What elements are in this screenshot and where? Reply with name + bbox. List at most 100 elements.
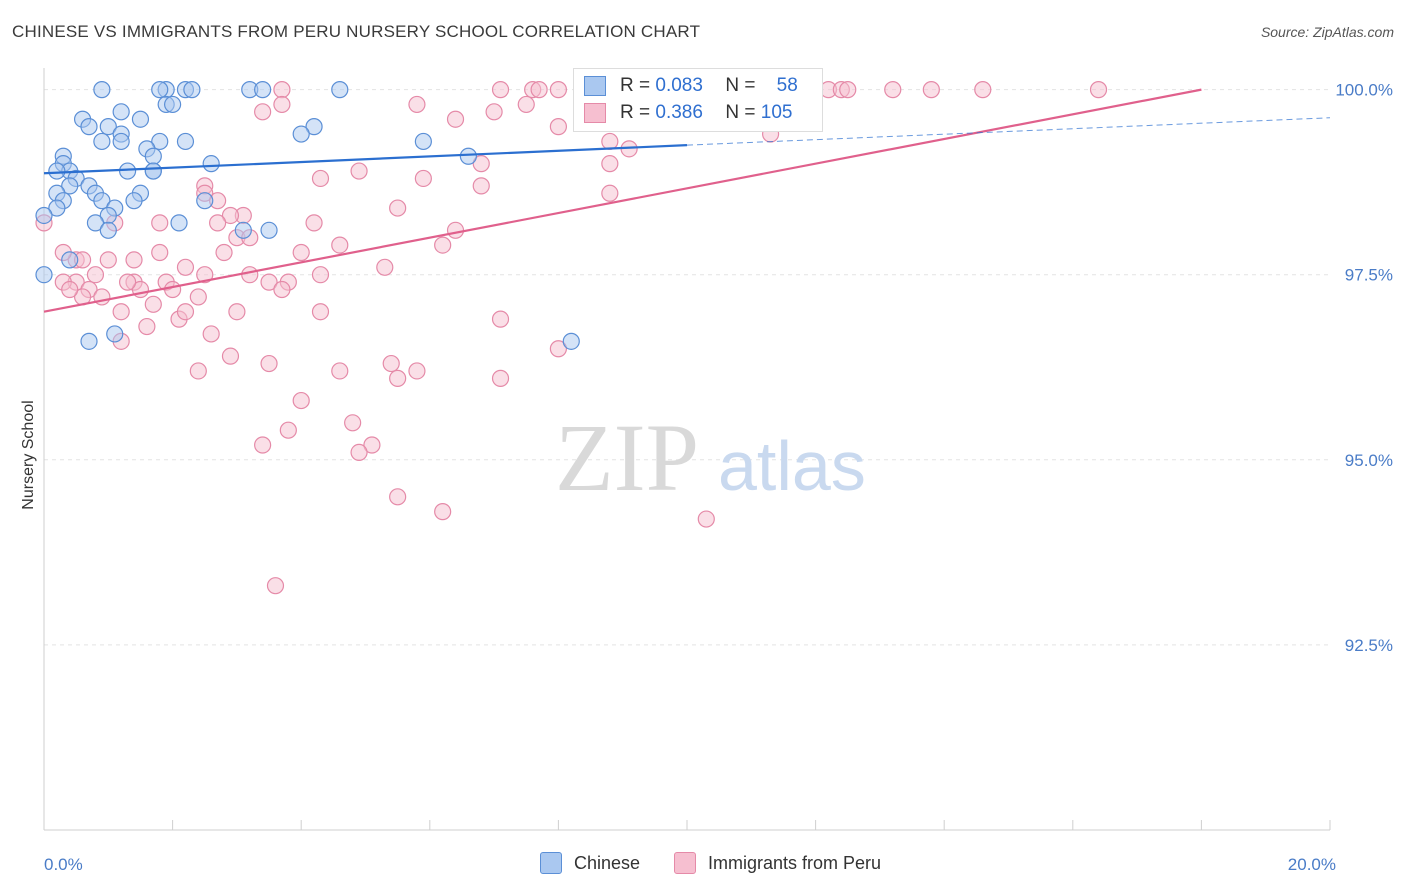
point-chinese xyxy=(254,81,272,99)
point-peru xyxy=(472,177,490,195)
point-peru xyxy=(151,243,169,262)
point-chinese xyxy=(202,155,220,173)
legend-item-chinese[interactable]: Chinese xyxy=(540,852,640,874)
y-tick-label: 97.5% xyxy=(1345,266,1393,285)
point-peru xyxy=(189,362,207,380)
point-peru xyxy=(221,206,240,225)
point-peru xyxy=(254,436,272,454)
point-peru xyxy=(389,488,407,506)
legend-n-label: N = xyxy=(725,75,756,96)
point-chinese xyxy=(234,221,252,239)
legend-swatch-peru xyxy=(674,852,696,874)
point-peru xyxy=(491,310,510,328)
point-peru xyxy=(697,510,715,528)
point-peru xyxy=(601,155,619,173)
point-chinese xyxy=(106,325,124,343)
point-peru xyxy=(974,81,992,99)
point-peru xyxy=(202,325,220,343)
point-peru xyxy=(434,503,452,521)
point-peru xyxy=(517,95,535,114)
point-chinese xyxy=(48,199,66,217)
point-peru xyxy=(1089,81,1108,99)
point-peru xyxy=(215,243,233,262)
point-peru xyxy=(292,391,310,410)
series-peru-points xyxy=(35,81,1108,595)
point-peru xyxy=(530,81,548,99)
point-chinese xyxy=(305,118,323,136)
legend-item-peru[interactable]: Immigrants from Peru xyxy=(674,852,881,874)
watermark-zip: ZIP xyxy=(555,404,699,511)
point-peru xyxy=(99,251,117,269)
watermark: ZIP atlas xyxy=(555,404,866,511)
point-peru xyxy=(839,81,857,99)
point-chinese xyxy=(118,162,137,180)
point-peru xyxy=(350,162,368,180)
point-peru xyxy=(196,266,214,284)
point-peru xyxy=(273,81,291,99)
point-peru xyxy=(305,214,323,232)
point-chinese xyxy=(151,132,169,151)
point-chinese xyxy=(35,266,53,284)
trend-line-chinese-extension xyxy=(686,117,1331,146)
point-peru xyxy=(125,251,143,269)
point-chinese xyxy=(144,147,162,165)
point-chinese xyxy=(86,214,105,232)
point-peru xyxy=(549,118,568,136)
point-peru xyxy=(189,288,207,306)
trend-line-peru xyxy=(43,88,1202,313)
chart-title: CHINESE VS IMMIGRANTS FROM PERU NURSERY … xyxy=(12,22,701,41)
point-peru xyxy=(176,303,195,321)
point-chinese xyxy=(99,221,117,239)
point-peru xyxy=(292,243,310,262)
y-axis-label: Nursery School xyxy=(20,400,37,509)
point-chinese xyxy=(112,103,130,121)
point-peru xyxy=(472,155,490,173)
watermark-atlas: atlas xyxy=(718,427,866,505)
point-chinese xyxy=(414,132,432,151)
point-peru xyxy=(86,266,105,284)
point-peru xyxy=(311,169,330,188)
point-peru xyxy=(311,266,330,284)
point-peru xyxy=(491,369,510,387)
point-chinese xyxy=(80,332,98,350)
point-chinese xyxy=(35,206,53,225)
point-chinese xyxy=(151,81,169,99)
point-peru xyxy=(241,266,259,284)
legend-swatch-chinese xyxy=(540,852,562,874)
point-peru xyxy=(389,199,407,217)
point-chinese xyxy=(48,162,66,180)
point-peru xyxy=(266,577,285,595)
point-chinese xyxy=(93,132,111,151)
point-peru xyxy=(601,132,619,151)
y-tick-label: 95.0% xyxy=(1345,451,1393,470)
point-chinese xyxy=(93,81,111,99)
point-peru xyxy=(209,214,227,232)
point-peru xyxy=(344,414,362,432)
legend-r-label: R = xyxy=(620,75,651,96)
point-chinese xyxy=(164,95,182,114)
point-peru xyxy=(311,303,330,321)
trend-line-chinese xyxy=(43,144,688,175)
legend-n-value: 105 xyxy=(760,102,793,123)
x-tick-label: 0.0% xyxy=(44,855,83,874)
point-peru xyxy=(228,303,246,321)
point-peru xyxy=(549,81,568,99)
point-peru xyxy=(331,236,349,254)
point-peru xyxy=(254,103,272,121)
point-peru xyxy=(273,280,291,299)
point-peru xyxy=(376,258,394,276)
point-peru xyxy=(389,369,407,387)
point-chinese xyxy=(331,81,349,99)
point-peru xyxy=(414,169,432,188)
point-peru xyxy=(601,184,619,202)
point-peru xyxy=(260,354,278,373)
point-peru xyxy=(446,110,465,128)
series-legend: Chinese Immigrants from Peru xyxy=(0,852,1406,876)
point-chinese xyxy=(61,251,79,269)
legend-r-value: 0.083 xyxy=(655,75,703,96)
point-chinese xyxy=(125,192,143,210)
point-chinese xyxy=(99,118,117,136)
trend-lines xyxy=(43,88,1331,313)
legend-swatch-peru xyxy=(584,103,606,123)
